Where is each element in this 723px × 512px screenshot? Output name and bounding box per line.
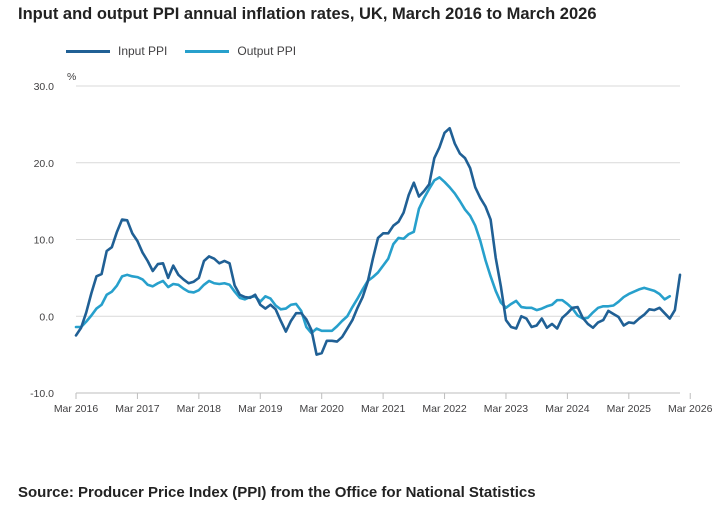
legend-label-input: Input PPI: [118, 44, 168, 58]
legend-item-input: Input PPI: [66, 44, 167, 58]
chart-title: Input and output PPI annual inflation ra…: [18, 5, 597, 23]
y-axis-unit-label: %: [67, 71, 76, 83]
x-tick-label: Mar 2026: [668, 403, 713, 415]
x-tick-label: Mar 2019: [238, 403, 283, 415]
x-tick-label: Mar 2025: [607, 403, 652, 415]
series-line-input-ppi: [74, 126, 682, 356]
x-tick-label: Mar 2017: [115, 403, 160, 415]
axis-layer: -10.0 0.0 10.0 20.0 30.0 Mar 2016 Mar 2017 Mar …: [30, 81, 713, 415]
chart-legend: Input PPI Output PPI: [66, 44, 314, 58]
legend-label-output: Output PPI: [237, 44, 297, 58]
y-tick-label: -10.0: [30, 388, 54, 400]
legend-swatch-output: [185, 49, 230, 53]
y-tick-label: 10.0: [34, 235, 55, 247]
series-layer: [74, 126, 682, 356]
series-line-output-ppi: [74, 176, 672, 335]
source-note: Source: Producer Price Index (PPI) from …: [18, 484, 536, 501]
x-tick-label: Mar 2023: [484, 403, 529, 415]
grid-layer: [76, 85, 680, 317]
x-tick-label: Mar 2024: [545, 403, 590, 415]
x-tick-label: Mar 2020: [300, 403, 345, 415]
y-tick-label: 20.0: [34, 158, 55, 170]
x-tick-label: Mar 2021: [361, 403, 406, 415]
legend-swatch-input: [66, 49, 110, 53]
y-tick-label: 30.0: [34, 81, 55, 93]
y-tick-label: 0.0: [39, 311, 54, 323]
legend-item-output: Output PPI: [185, 44, 296, 58]
x-tick-label: Mar 2022: [422, 403, 467, 415]
x-tick-label: Mar 2016: [54, 403, 99, 415]
x-tick-label: Mar 2018: [177, 403, 222, 415]
